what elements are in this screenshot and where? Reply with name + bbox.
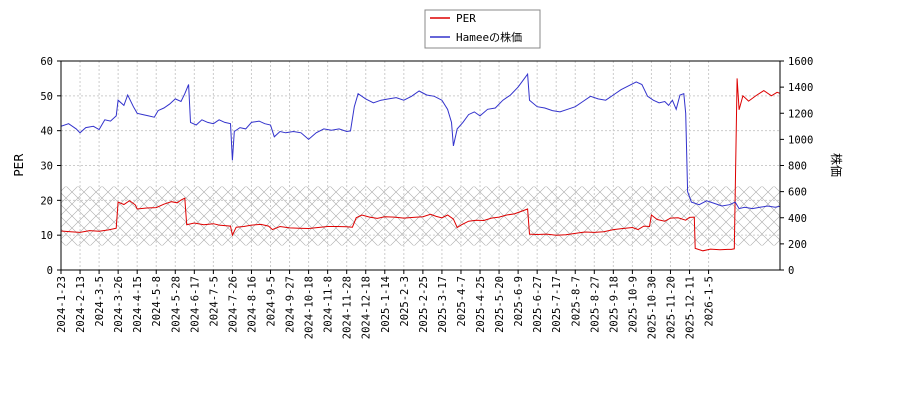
x-tick-label: 2025-6-27 — [532, 276, 544, 333]
x-tick-label: 2025-10-30 — [646, 276, 658, 339]
x-tick-label: 2024-8-16 — [246, 276, 258, 333]
y-right-tick-label: 1600 — [788, 56, 813, 68]
x-tick-label: 2025-4-7 — [456, 276, 468, 327]
y-left-tick-label: 60 — [40, 56, 53, 68]
x-tick-label: 2025-11-20 — [665, 276, 677, 339]
x-tick-label: 2025-5-20 — [494, 276, 506, 333]
x-tick-label: 2024-9-27 — [285, 276, 297, 333]
y-left-tick-label: 20 — [40, 195, 53, 207]
x-tick-label: 2025-12-11 — [685, 276, 697, 339]
x-tick-label: 2025-8-7 — [570, 276, 582, 327]
x-tick-label: 2024-7-5 — [208, 276, 220, 327]
x-tick-label: 2024-11-8 — [323, 276, 335, 333]
y-right-tick-label: 400 — [788, 213, 807, 225]
y-left-tick-label: 10 — [40, 230, 53, 242]
grid — [60, 60, 780, 271]
y-right-tick-label: 200 — [788, 239, 807, 251]
x-tick-label: 2024-1-23 — [56, 276, 68, 333]
series-lines — [61, 72, 780, 252]
x-tick-label: 2024-3-5 — [94, 276, 106, 327]
y-right-tick-label: 0 — [788, 265, 794, 277]
x-axis: 2024-1-23 2024-2-13 2024-3-5 2024-3-26 2024-… — [56, 270, 716, 339]
y-axis-left-title: PER — [12, 153, 26, 176]
x-tick-label: 2025-2-3 — [399, 276, 411, 327]
x-tick-label: 2025-9-18 — [608, 276, 620, 333]
x-tick-label: 2024-4-15 — [132, 276, 144, 333]
x-tick-label: 2024-5-8 — [151, 276, 163, 327]
x-tick-label: 2025-2-25 — [418, 276, 430, 333]
x-tick-label: 2024-5-28 — [170, 276, 182, 333]
y-right-tick-label: 1400 — [788, 82, 813, 94]
y-left-tick-label: 50 — [40, 91, 53, 103]
y-left-tick-label: 30 — [40, 161, 53, 173]
x-tick-label: 2026-1-5 — [704, 276, 716, 327]
x-tick-label: 2024-2-13 — [75, 276, 87, 333]
y-right-tick-label: 1000 — [788, 134, 813, 146]
x-tick-label: 2024-10-18 — [304, 276, 316, 339]
series-line-0 — [61, 78, 780, 252]
series-line-1 — [61, 72, 780, 210]
y-right-tick-label: 1200 — [788, 108, 813, 120]
y-axis-right: 0 200 400 600 800 1000 1200 1400 1600 — [780, 56, 813, 277]
y-left-tick-label: 40 — [40, 126, 53, 138]
legend: PER Hameeの株価 — [424, 9, 541, 49]
hatch-band — [61, 186, 780, 246]
y-left-tick-label: 0 — [47, 265, 53, 277]
legend-box — [424, 9, 541, 49]
x-tick-label: 2024-7-26 — [227, 276, 239, 333]
x-tick-label: 2025-6-9 — [513, 276, 525, 327]
x-tick-label: 2025-10-9 — [627, 276, 639, 333]
y-right-tick-label: 800 — [788, 161, 807, 173]
x-tick-label: 2025-3-17 — [437, 276, 449, 333]
x-tick-label: 2025-1-14 — [380, 276, 392, 333]
legend-label-per: PER — [456, 12, 476, 25]
x-tick-label: 2024-11-28 — [342, 276, 354, 339]
x-tick-label: 2024-6-17 — [189, 276, 201, 333]
x-tick-label: 2024-3-26 — [113, 276, 125, 333]
y-axis-right-title: 株価 — [829, 153, 844, 177]
x-tick-label: 2024-9-5 — [266, 276, 278, 327]
y-right-tick-label: 600 — [788, 187, 807, 199]
x-tick-label: 2024-12-18 — [361, 276, 373, 339]
x-tick-label: 2025-7-17 — [551, 276, 563, 333]
y-axis-left: 0 10 20 30 40 50 60 — [40, 56, 61, 277]
x-tick-label: 2025-4-25 — [475, 276, 487, 333]
x-tick-label: 2025-8-27 — [589, 276, 601, 333]
legend-label-price: Hameeの株価 — [456, 30, 522, 44]
